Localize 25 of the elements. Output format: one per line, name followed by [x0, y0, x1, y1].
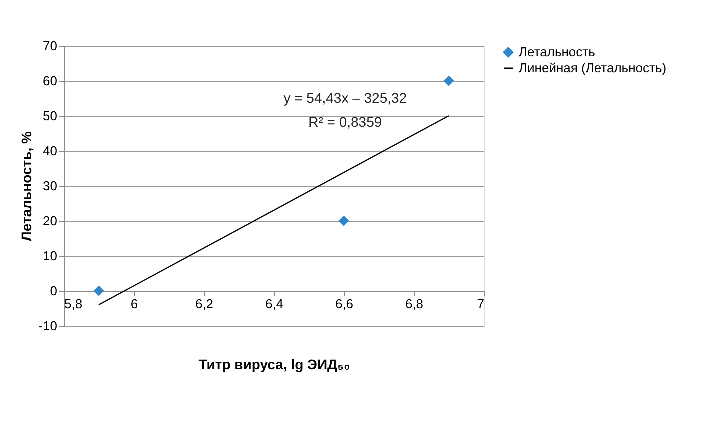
x-axis-title: Титр вируса, lg ЭИД₅₀ [198, 356, 350, 372]
y-tick-label: 50 [43, 108, 58, 124]
y-tick-label: 40 [43, 144, 58, 158]
y-tick-label: 60 [43, 74, 58, 88]
annotation: R² = 0,8359 [308, 114, 382, 130]
y-axis-title: Летальность, % [18, 131, 35, 242]
x-tick-label: 6,8 [405, 296, 424, 312]
y-tick-label: 10 [43, 248, 58, 264]
legend-label: Летальность [519, 44, 596, 60]
point [444, 76, 454, 86]
x-tick-label: 6,4 [265, 296, 284, 312]
point [94, 286, 104, 296]
y-tick-label: -10 [38, 318, 58, 334]
x-tick-label: 6 [130, 296, 138, 312]
x-tick-label: 6,6 [335, 296, 354, 312]
x-tick-label: 6,2 [195, 296, 214, 312]
y-tick-label: 0 [50, 284, 58, 298]
legend-label: Линейная (Летальность) [519, 60, 667, 76]
y-tick-label: 30 [43, 178, 58, 194]
annotation: y = 54,43x – 325,32 [284, 90, 408, 106]
x-tick-label: 5,8 [64, 296, 83, 312]
y-tick-label: 70 [43, 38, 58, 54]
y-tick-label: 20 [43, 214, 58, 228]
point [338, 216, 350, 226]
x-tick-label: 7 [477, 296, 484, 312]
